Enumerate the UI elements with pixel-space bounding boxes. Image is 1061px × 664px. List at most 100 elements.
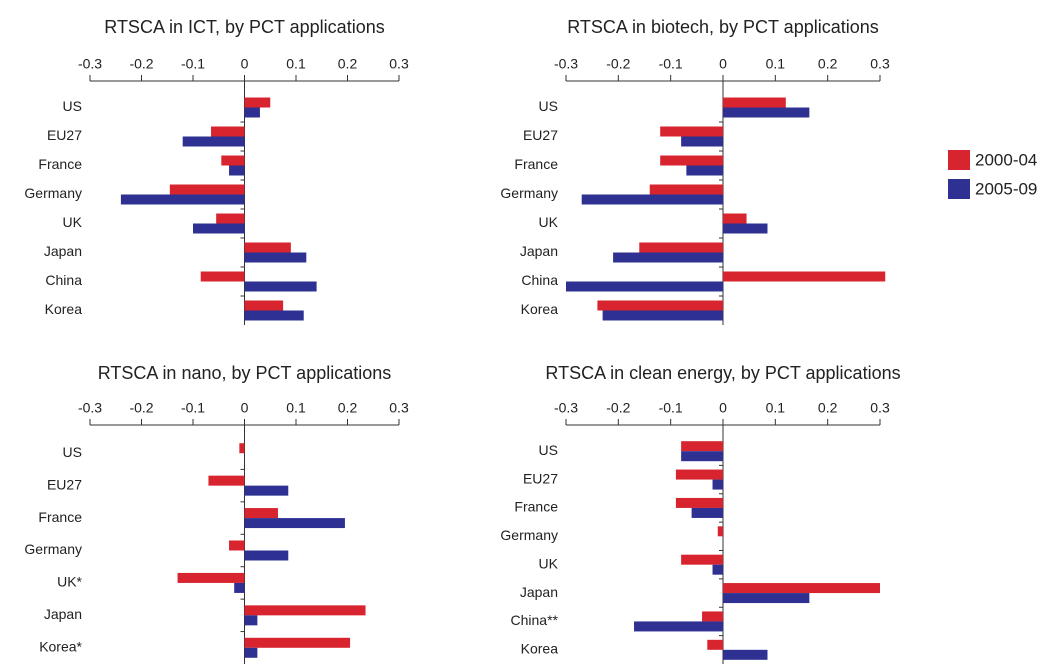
bar (660, 155, 723, 166)
x-tick-label: -0.1 (659, 56, 683, 72)
bar (169, 184, 245, 195)
y-tick-label: EU27 (523, 470, 558, 486)
bar (686, 165, 723, 176)
x-tick-label: 0.2 (818, 56, 838, 72)
x-tick-label: -0.1 (659, 400, 683, 416)
bar (244, 281, 317, 292)
chart-title: RTSCA in clean energy, by PCT applicatio… (545, 363, 900, 383)
bar (566, 281, 723, 292)
x-tick-label: 0.1 (286, 56, 306, 72)
legend-swatch (948, 179, 970, 199)
bar (182, 136, 245, 147)
x-tick-label: 0.1 (766, 56, 786, 72)
y-tick-label: Germany (500, 527, 558, 543)
bar (244, 550, 289, 561)
bar (707, 639, 723, 650)
bar (723, 649, 768, 660)
bar (581, 194, 723, 205)
y-tick-label: UK (539, 214, 559, 230)
bar (244, 485, 289, 496)
bar (597, 300, 723, 311)
bar (244, 605, 366, 616)
bar (216, 213, 245, 224)
bar (244, 252, 307, 263)
y-tick-label: UK* (57, 574, 82, 590)
chart-title: RTSCA in nano, by PCT applications (98, 363, 392, 383)
y-tick-label: Germany (24, 541, 82, 557)
y-tick-label: EU27 (47, 127, 82, 143)
x-tick-label: -0.1 (181, 400, 205, 416)
x-tick-label: -0.2 (129, 56, 153, 72)
bar (602, 310, 723, 321)
y-tick-label: China (521, 272, 558, 288)
x-tick-label: 0 (719, 56, 727, 72)
y-tick-label: UK (63, 214, 83, 230)
bar (675, 469, 723, 480)
x-tick-label: 0.3 (389, 400, 409, 416)
bar (702, 611, 723, 622)
x-tick-label: 0.2 (338, 56, 358, 72)
x-tick-label: 0 (719, 400, 727, 416)
bar (177, 572, 245, 583)
bar (208, 475, 245, 486)
y-tick-label: Korea (45, 301, 83, 317)
bar (613, 252, 723, 263)
y-tick-label: France (514, 499, 558, 515)
bar (712, 564, 723, 575)
x-tick-label: -0.3 (554, 56, 578, 72)
y-tick-label: Korea (521, 641, 559, 657)
bar (717, 526, 723, 537)
bar (221, 155, 245, 166)
y-tick-label: US (539, 98, 558, 114)
bar (681, 554, 723, 565)
y-tick-label: China** (511, 612, 559, 628)
y-tick-label: Japan (520, 584, 558, 600)
bar (244, 637, 351, 648)
bar (229, 165, 245, 176)
y-tick-label: Japan (44, 606, 82, 622)
bar (681, 136, 723, 147)
x-tick-label: 0.3 (870, 400, 890, 416)
bar (244, 242, 291, 253)
bar (681, 451, 723, 462)
y-tick-label: EU27 (47, 476, 82, 492)
y-tick-label: Germany (500, 185, 558, 201)
legend-label: 2005-09 (975, 179, 1037, 198)
bar (723, 593, 810, 604)
bar (120, 194, 245, 205)
bar (244, 300, 284, 311)
bar (211, 126, 245, 137)
bar (675, 497, 723, 508)
bar (723, 583, 880, 594)
x-tick-label: -0.2 (606, 400, 630, 416)
y-tick-label: Germany (24, 185, 82, 201)
bar (244, 508, 278, 519)
y-tick-label: Japan (520, 243, 558, 259)
bar (723, 223, 768, 234)
bar (691, 507, 723, 518)
bar (723, 213, 747, 224)
x-tick-label: -0.2 (606, 56, 630, 72)
x-tick-label: 0.2 (338, 400, 358, 416)
x-tick-label: -0.1 (181, 56, 205, 72)
y-tick-label: EU27 (523, 127, 558, 143)
y-tick-label: Japan (44, 243, 82, 259)
x-tick-label: 0.1 (286, 400, 306, 416)
x-tick-label: -0.3 (78, 56, 102, 72)
y-tick-label: US (63, 444, 82, 460)
x-tick-label: 0.2 (818, 400, 838, 416)
bar (234, 582, 245, 593)
y-tick-label: US (63, 98, 82, 114)
y-tick-label: China (45, 272, 82, 288)
bar (244, 107, 260, 118)
bar (681, 441, 723, 452)
legend-swatch (948, 150, 970, 170)
x-tick-label: 0 (241, 400, 249, 416)
bar (229, 540, 245, 551)
bar (244, 310, 304, 321)
x-tick-label: 0 (241, 56, 249, 72)
y-tick-label: US (539, 442, 558, 458)
bar (634, 621, 723, 632)
bar (244, 518, 345, 529)
